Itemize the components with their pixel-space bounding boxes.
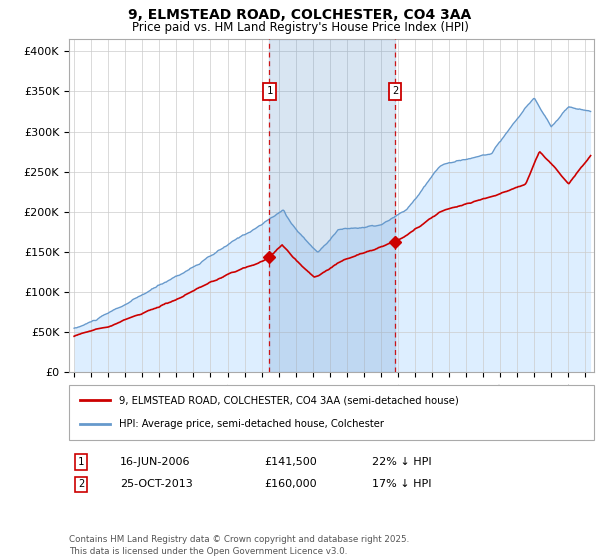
Text: 17% ↓ HPI: 17% ↓ HPI [372,479,431,489]
Text: 25-OCT-2013: 25-OCT-2013 [120,479,193,489]
Text: HPI: Average price, semi-detached house, Colchester: HPI: Average price, semi-detached house,… [119,419,384,429]
Text: 9, ELMSTEAD ROAD, COLCHESTER, CO4 3AA: 9, ELMSTEAD ROAD, COLCHESTER, CO4 3AA [128,8,472,22]
Text: £160,000: £160,000 [264,479,317,489]
Text: 2: 2 [78,479,84,489]
Text: 22% ↓ HPI: 22% ↓ HPI [372,457,431,467]
Text: 9, ELMSTEAD ROAD, COLCHESTER, CO4 3AA (semi-detached house): 9, ELMSTEAD ROAD, COLCHESTER, CO4 3AA (s… [119,395,458,405]
Text: £141,500: £141,500 [264,457,317,467]
Bar [269,39,395,372]
Text: Price paid vs. HM Land Registry's House Price Index (HPI): Price paid vs. HM Land Registry's House … [131,21,469,34]
Text: 1: 1 [78,457,84,467]
Text: 2: 2 [392,86,398,96]
Text: 1: 1 [266,86,272,96]
Text: Contains HM Land Registry data © Crown copyright and database right 2025.
This d: Contains HM Land Registry data © Crown c… [69,535,409,556]
Text: 16-JUN-2006: 16-JUN-2006 [120,457,191,467]
